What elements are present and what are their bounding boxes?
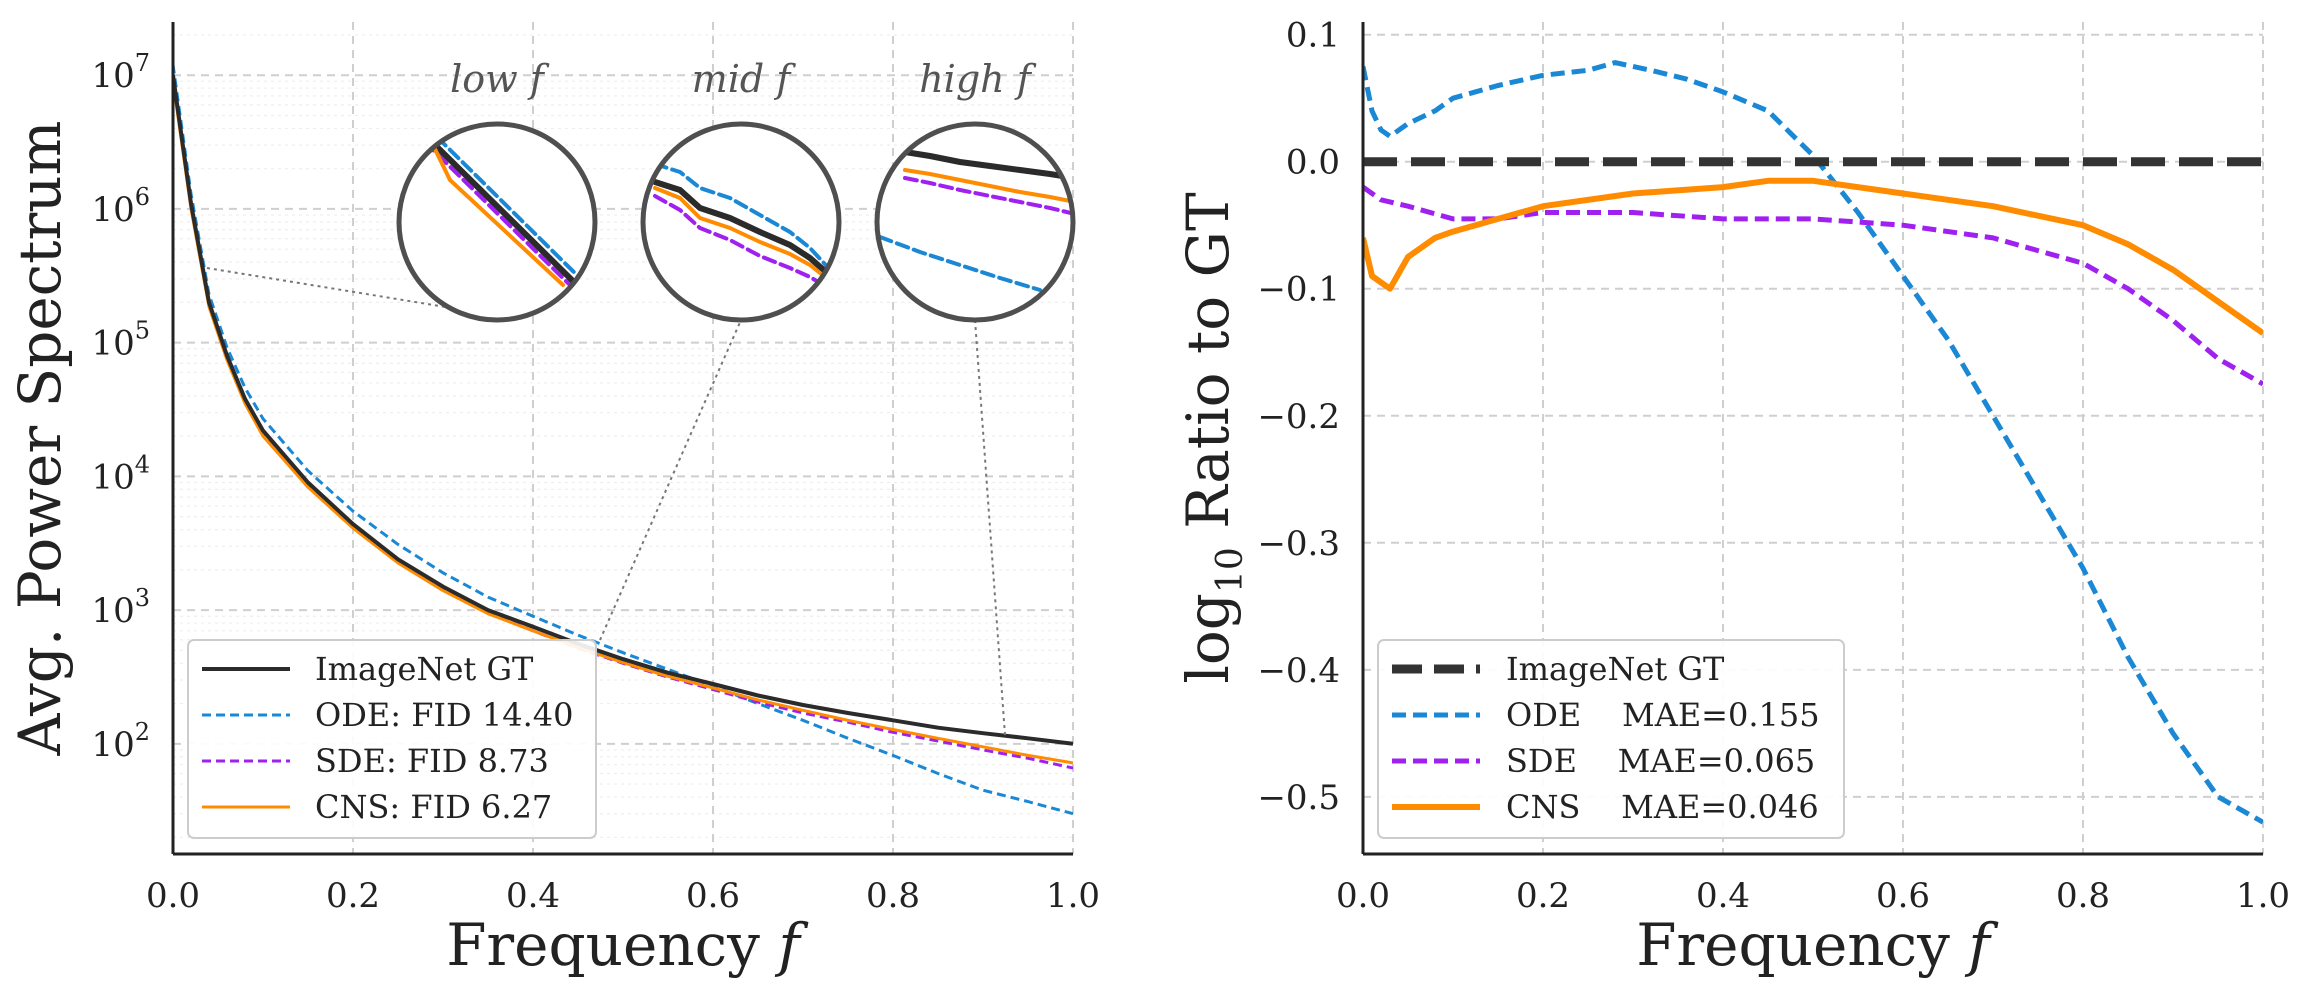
- right-legend-label: SDE MAE=0.065: [1506, 742, 1815, 780]
- right-x-tick-label: 0.2: [1516, 876, 1570, 916]
- left-x-tick-label: 1.0: [1046, 876, 1100, 916]
- right-y-axis-label: log10 Ratio to GT: [1174, 192, 1251, 684]
- right-y-tick-label: −0.1: [1257, 270, 1340, 310]
- right-y-tick-label: 0.1: [1286, 16, 1340, 56]
- zoom-label-mid: mid f: [692, 57, 797, 101]
- right-legend-label: ODE MAE=0.155: [1506, 696, 1820, 734]
- zoom-label-low: low f: [450, 57, 550, 101]
- zoom-label-high: high f: [919, 57, 1037, 101]
- left-series-line-imagenet-gt: [173, 74, 1073, 746]
- left-panel-power-spectrum: 0.0 0.2 0.4 0.6 0.8 1.0 102 103 104 105 106 107: [6, 22, 1100, 979]
- right-legend-label: ImageNet GT: [1506, 650, 1725, 688]
- left-y-tick-label: 107: [91, 49, 150, 96]
- zoom-connector-lines: [206, 267, 1006, 736]
- zoom-connector-high: [974, 319, 1006, 736]
- left-y-tick-label: 102: [91, 718, 150, 765]
- left-legend-box: [187, 639, 597, 839]
- zoom-circle-mid: [640, 121, 842, 323]
- zoom-high-gt-line: [902, 149, 1073, 181]
- zoom-low-ode-line: [435, 135, 589, 287]
- left-legend-label: ImageNet GT: [315, 650, 534, 688]
- left-legend: ImageNet GT ODE: FID 14.40 SDE: FID 8.73 CN…: [187, 639, 597, 839]
- zoom-inset-mid: [640, 121, 842, 323]
- left-x-tick-label: 0.2: [326, 876, 380, 916]
- left-series-line-ode: [173, 64, 1073, 816]
- zoom-high-ode-line: [878, 235, 1042, 292]
- left-legend-label: ODE: FID 14.40: [315, 696, 573, 734]
- zoom-low-sde-line: [423, 140, 577, 292]
- right-x-axis-label: Frequency f: [1636, 911, 1999, 979]
- right-x-tick-label: 0.4: [1696, 876, 1750, 916]
- zoom-circle-high: [874, 121, 1076, 323]
- right-legend-label: CNS MAE=0.046: [1506, 788, 1819, 826]
- left-x-tick-label: 0.8: [866, 876, 920, 916]
- zoom-low-gt-line: [427, 137, 583, 291]
- left-x-tick-labels: 0.0 0.2 0.4 0.6 0.8 1.0: [146, 876, 1100, 916]
- zoom-mid-gt-line: [652, 179, 838, 283]
- zoom-mid-cns-line: [653, 186, 837, 287]
- right-x-tick-labels: 0.0 0.2 0.4 0.6 0.8 1.0: [1336, 876, 2290, 916]
- right-y-tick-label: −0.3: [1257, 524, 1340, 564]
- left-y-tick-label: 106: [91, 183, 150, 230]
- right-x-tick-label: 1.0: [2236, 876, 2290, 916]
- left-y-tick-label: 103: [91, 584, 150, 631]
- left-legend-label: SDE: FID 8.73: [315, 742, 549, 780]
- zoom-mid-sde-line: [653, 194, 837, 294]
- zoom-inset-low: [396, 121, 598, 323]
- left-x-tick-label: 0.0: [146, 876, 200, 916]
- right-legend: ImageNet GT ODE MAE=0.155 SDE MAE=0.065 CNS…: [1377, 639, 1845, 839]
- left-x-axis-label: Frequency f: [446, 911, 809, 979]
- right-y-tick-label: 0.0: [1286, 143, 1340, 183]
- right-series-line-ode: [1363, 60, 2263, 825]
- left-y-axis-label: Avg. Power Spectrum: [6, 120, 74, 756]
- left-x-tick-label: 0.6: [686, 876, 740, 916]
- right-series: [1363, 60, 2263, 825]
- left-y-tick-label: 105: [91, 317, 150, 364]
- zoom-mid-ode-line: [653, 162, 837, 277]
- right-y-tick-label: −0.4: [1257, 651, 1340, 691]
- left-y-tick-label: 104: [91, 450, 150, 497]
- zoom-low-cns-line: [430, 141, 565, 287]
- left-legend-label: CNS: FID 6.27: [315, 788, 552, 826]
- right-legend-box: [1377, 639, 1845, 839]
- left-x-tick-label: 0.4: [506, 876, 560, 916]
- right-y-tick-label: −0.2: [1257, 397, 1340, 437]
- zoom-inset-high: [874, 121, 1076, 323]
- zoom-circle-low: [396, 121, 598, 323]
- right-panel-log-ratio: 0.0 0.2 0.4 0.6 0.8 1.0 0.1 0.0 −0.1 −0.2 −0.3 −0.…: [1174, 16, 2290, 979]
- right-y-tick-label: −0.5: [1257, 778, 1340, 818]
- zoom-high-sde-line: [903, 176, 1073, 216]
- right-x-tick-label: 0.8: [2056, 876, 2110, 916]
- zoom-high-cns-line: [903, 168, 1073, 204]
- right-y-tick-labels: 0.1 0.0 −0.1 −0.2 −0.3 −0.4 −0.5: [1257, 16, 1340, 818]
- right-series-line-sde: [1363, 185, 2263, 387]
- right-x-tick-label: 0.0: [1336, 876, 1390, 916]
- right-series-line-cns: [1363, 177, 2263, 336]
- right-x-tick-label: 0.6: [1876, 876, 1930, 916]
- zoom-connector-mid: [599, 319, 742, 641]
- left-y-tick-labels: 102 103 104 105 106 107: [91, 49, 150, 765]
